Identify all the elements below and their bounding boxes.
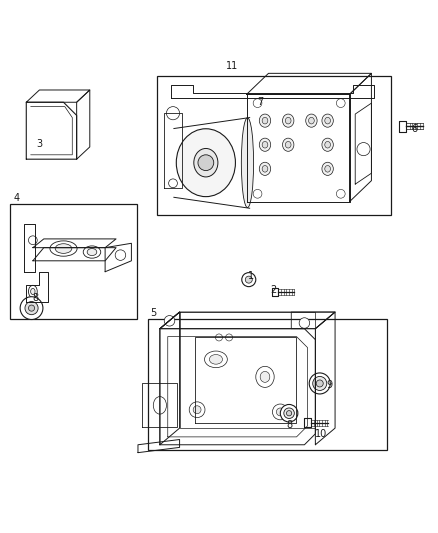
Bar [10, 204, 137, 319]
Circle shape [242, 273, 256, 287]
Ellipse shape [31, 288, 35, 295]
Ellipse shape [50, 241, 77, 256]
Ellipse shape [322, 162, 333, 175]
Text: 9: 9 [326, 379, 332, 390]
Circle shape [245, 276, 252, 283]
Circle shape [309, 373, 330, 394]
Ellipse shape [259, 138, 271, 151]
Circle shape [313, 376, 327, 391]
Ellipse shape [285, 141, 291, 148]
Circle shape [115, 250, 126, 260]
Ellipse shape [262, 141, 268, 148]
Ellipse shape [28, 285, 37, 297]
Ellipse shape [322, 138, 333, 151]
Ellipse shape [176, 129, 236, 197]
Circle shape [253, 99, 262, 108]
Circle shape [316, 380, 323, 387]
Text: 1: 1 [248, 271, 254, 281]
Text: 11: 11 [226, 61, 238, 71]
Text: 4: 4 [13, 193, 19, 203]
Ellipse shape [325, 166, 330, 172]
Text: 10: 10 [315, 429, 328, 439]
Text: 8: 8 [286, 420, 292, 430]
Ellipse shape [259, 162, 271, 175]
Circle shape [193, 406, 201, 414]
Bar [148, 319, 387, 450]
Circle shape [276, 408, 284, 416]
Ellipse shape [322, 114, 333, 127]
Bar [157, 76, 391, 215]
Circle shape [280, 405, 298, 422]
Ellipse shape [55, 244, 72, 253]
Ellipse shape [209, 354, 223, 364]
Circle shape [357, 142, 370, 156]
Text: 5: 5 [151, 309, 157, 318]
Circle shape [226, 334, 233, 341]
Ellipse shape [256, 366, 274, 387]
Text: 7: 7 [258, 97, 264, 107]
Ellipse shape [241, 118, 254, 207]
Ellipse shape [259, 114, 271, 127]
Ellipse shape [306, 114, 317, 127]
Circle shape [272, 404, 288, 420]
Circle shape [169, 179, 177, 188]
Circle shape [336, 189, 345, 198]
Circle shape [28, 236, 37, 245]
Circle shape [198, 155, 214, 171]
Circle shape [28, 305, 35, 311]
Circle shape [189, 402, 205, 418]
Ellipse shape [262, 166, 268, 172]
Circle shape [253, 189, 262, 198]
Ellipse shape [83, 246, 101, 258]
Text: 8: 8 [33, 293, 39, 303]
Text: 2: 2 [271, 285, 277, 295]
Ellipse shape [325, 141, 330, 148]
Circle shape [20, 297, 43, 319]
Text: 3: 3 [36, 139, 42, 149]
Circle shape [25, 302, 38, 314]
Circle shape [286, 410, 292, 416]
Circle shape [299, 318, 310, 328]
Circle shape [164, 316, 175, 326]
Ellipse shape [283, 114, 294, 127]
Text: 6: 6 [412, 124, 418, 134]
Ellipse shape [205, 351, 227, 368]
Circle shape [284, 408, 294, 418]
Circle shape [215, 334, 223, 341]
Circle shape [166, 107, 180, 120]
Ellipse shape [308, 117, 314, 124]
Ellipse shape [283, 138, 294, 151]
Ellipse shape [260, 372, 270, 382]
Ellipse shape [285, 117, 291, 124]
Circle shape [336, 99, 345, 108]
Ellipse shape [153, 397, 166, 414]
Ellipse shape [262, 117, 268, 124]
Ellipse shape [194, 149, 218, 177]
Ellipse shape [325, 117, 330, 124]
Ellipse shape [87, 248, 97, 255]
